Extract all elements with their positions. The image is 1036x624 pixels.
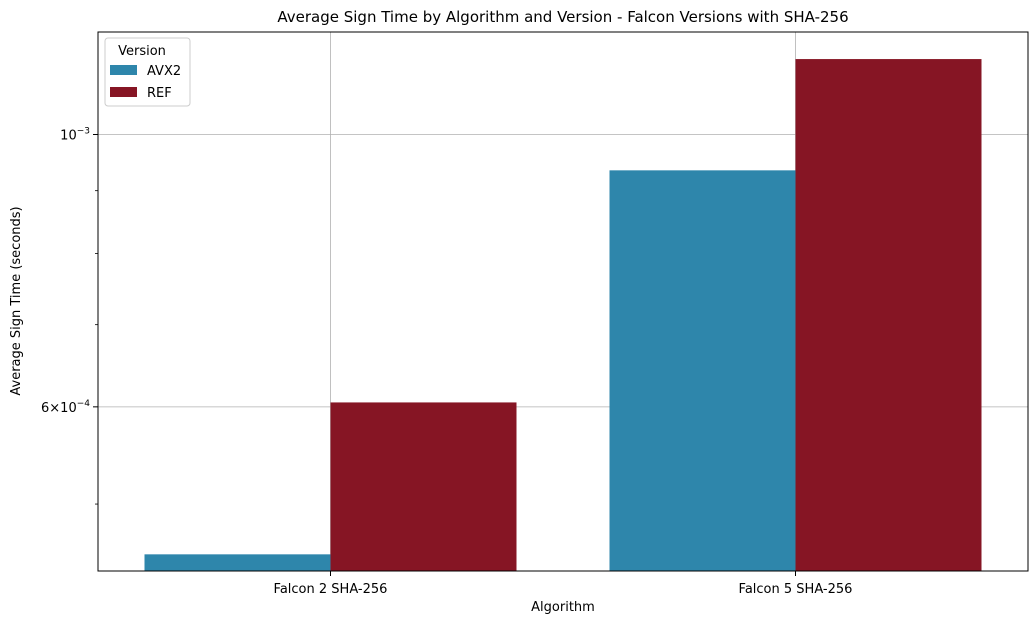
bar-avx2-0: [144, 554, 331, 571]
bar-avx2-1: [609, 170, 796, 571]
plot-frame: [97, 31, 1029, 572]
x-axis-label: Algorithm: [531, 600, 595, 615]
y-axis-label: Average Sign Time (seconds): [9, 206, 24, 395]
x-axis-ticks: Falcon 2 SHA-256 Falcon 5 SHA-256: [274, 571, 853, 597]
bar-ref-1: [795, 59, 982, 572]
bar-ref-0: [330, 402, 517, 571]
legend-label-avx2: AVX2: [147, 64, 181, 79]
legend-swatch-avx2: [110, 65, 137, 75]
y-tick-label: 6×10−4: [41, 399, 90, 416]
legend-swatch-ref: [110, 87, 137, 97]
bars: [144, 59, 982, 572]
y-tick-label: 10−3: [60, 127, 90, 144]
chart-title: Average Sign Time by Algorithm and Versi…: [277, 8, 848, 26]
y-axis-ticks: 10−3 6×10−4: [41, 127, 98, 505]
x-tick-label: Falcon 2 SHA-256: [274, 582, 388, 597]
legend-label-ref: REF: [147, 86, 172, 101]
x-tick-label: Falcon 5 SHA-256: [739, 582, 853, 597]
legend-title: Version: [118, 44, 166, 59]
legend: Version AVX2 REF: [104, 37, 191, 107]
